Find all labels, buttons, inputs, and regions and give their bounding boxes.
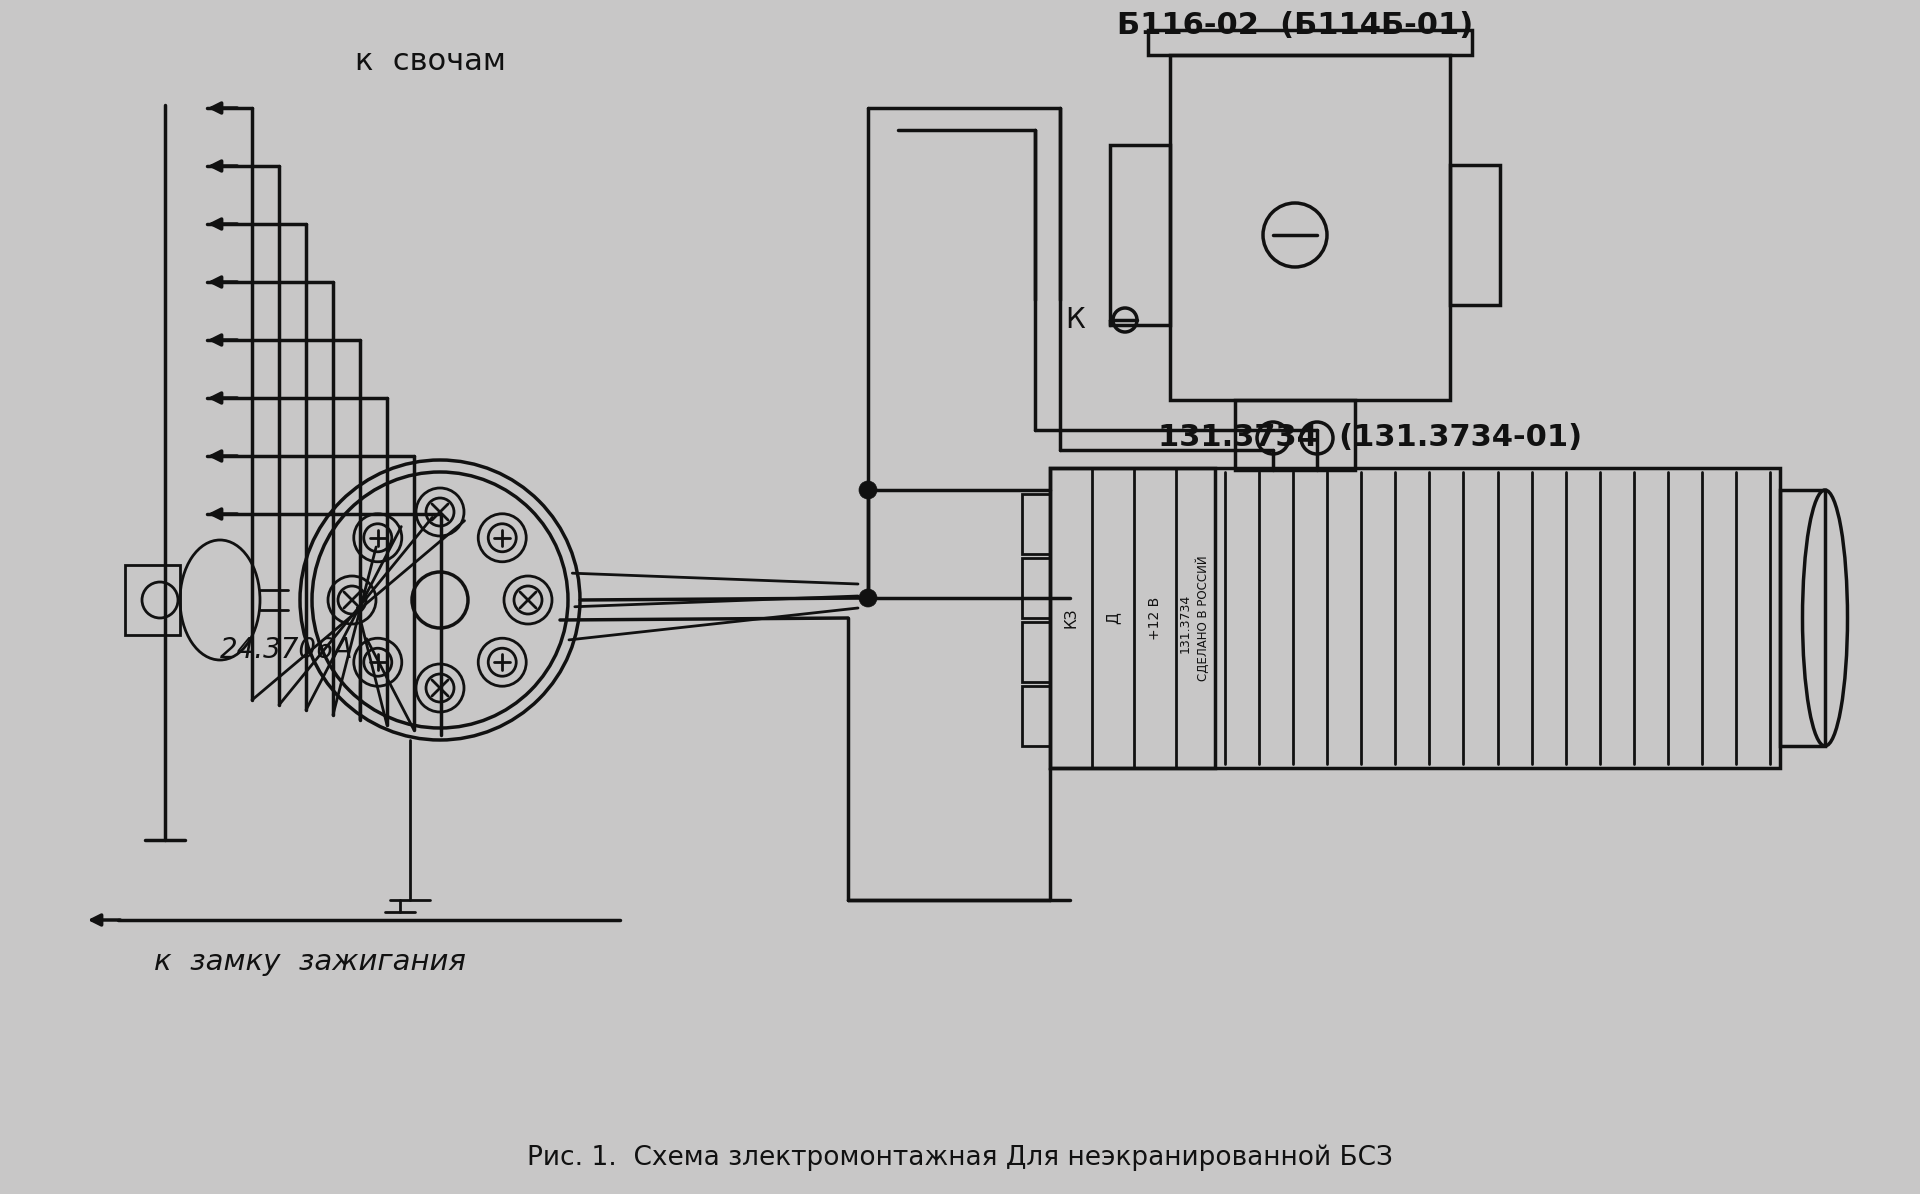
Bar	[1021, 687, 1050, 746]
Circle shape	[858, 481, 877, 499]
Text: 24.3706А: 24.3706А	[221, 636, 353, 664]
Text: к  свочам: к свочам	[355, 48, 505, 76]
Text: Д: Д	[1106, 613, 1121, 624]
Text: 131.3734: 131.3734	[1179, 593, 1192, 653]
Text: +12 В: +12 В	[1148, 596, 1162, 640]
Text: к  замку  зажигания: к замку зажигания	[154, 948, 467, 975]
Bar	[1021, 622, 1050, 682]
Bar	[1450, 165, 1500, 304]
Bar	[1110, 144, 1169, 325]
Text: КЗ: КЗ	[1064, 608, 1079, 628]
Text: Б116-02  (Б114Б-01): Б116-02 (Б114Б-01)	[1117, 11, 1473, 39]
Bar	[125, 565, 180, 635]
Bar	[1169, 55, 1450, 400]
Bar	[1050, 468, 1215, 768]
Bar	[1148, 30, 1473, 55]
Text: Рис. 1.  Схема злектромонтажная Для неэкранированной БСЗ: Рис. 1. Схема злектромонтажная Для неэкр…	[528, 1145, 1392, 1171]
Text: 131.3734  (131.3734-01): 131.3734 (131.3734-01)	[1158, 424, 1582, 453]
Bar	[1050, 468, 1780, 768]
Circle shape	[858, 589, 877, 607]
Bar	[1021, 494, 1050, 554]
Text: К: К	[1066, 306, 1085, 334]
Text: СДЕЛАНО В РОССИЙ: СДЕЛАНО В РОССИЙ	[1196, 555, 1210, 681]
Bar	[1235, 400, 1356, 470]
Bar	[1021, 558, 1050, 618]
Bar	[1780, 490, 1826, 746]
